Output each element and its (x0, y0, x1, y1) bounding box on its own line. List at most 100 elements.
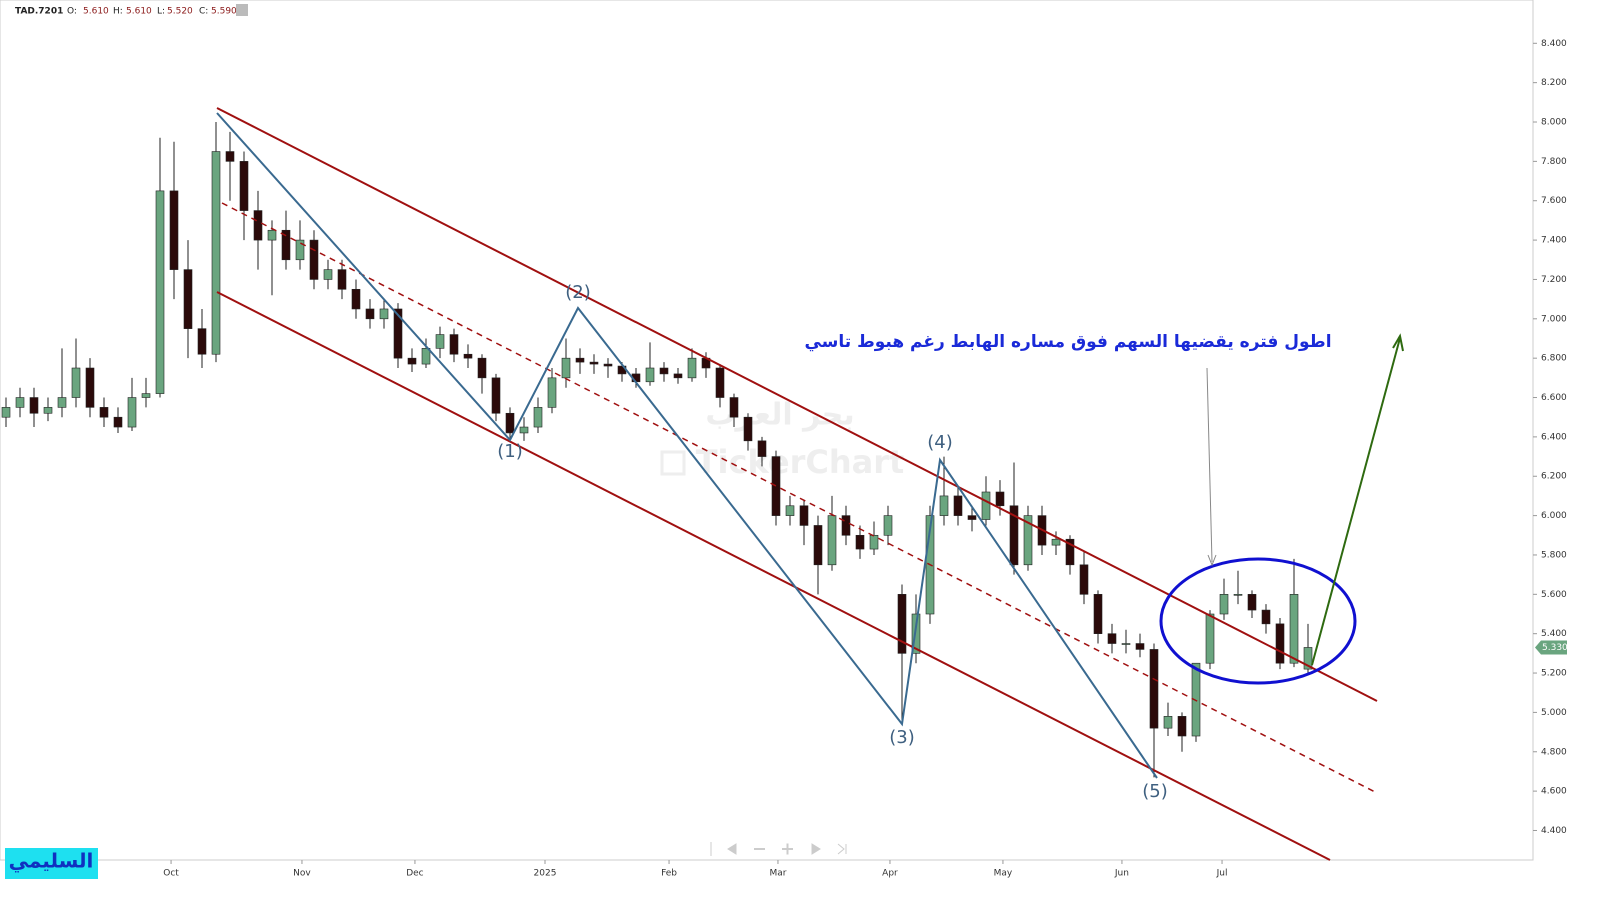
y-tick-label: 4.600 (1541, 787, 1567, 797)
ohlc-value: 5.610 (83, 7, 109, 17)
pointer-arrow (1206, 367, 1213, 563)
x-tick-label: Apr (882, 869, 898, 879)
candle-body (687, 357, 697, 379)
y-tick-label: 6.400 (1541, 432, 1567, 442)
candle-body (71, 367, 81, 398)
candle-body (715, 367, 725, 398)
candle-body (533, 407, 543, 428)
candle-body (1205, 613, 1215, 664)
candle-body (659, 367, 669, 375)
x-tick-label: Feb (661, 869, 677, 879)
candle-body (505, 412, 515, 434)
nav-right[interactable] (811, 843, 821, 855)
target-arrow-head (1392, 333, 1404, 352)
candle-body (1107, 633, 1117, 644)
y-tick-label: 7.600 (1541, 196, 1567, 206)
y-tick-label: 6.600 (1541, 393, 1567, 403)
candle-body (57, 397, 67, 408)
candle-body (407, 357, 417, 365)
candle-body (281, 229, 291, 261)
candle-body (729, 397, 739, 418)
nav-left[interactable] (727, 843, 737, 855)
candle-body (953, 495, 963, 516)
watermark-arabic: بحر العرب (705, 398, 854, 433)
x-tick-label: May (994, 869, 1013, 879)
candle-body (869, 534, 879, 550)
author-badge (5, 848, 98, 879)
candle-body (15, 397, 25, 408)
candle-body (1247, 594, 1257, 611)
nav-end[interactable] (837, 843, 847, 855)
candle-body (1275, 623, 1285, 664)
y-tick-label: 8.400 (1541, 39, 1567, 49)
candle-body (1093, 594, 1103, 634)
x-tick-label: 2025 (534, 869, 557, 879)
candle-body (141, 393, 151, 398)
candle-body (1051, 538, 1061, 546)
candle-body (1163, 716, 1173, 729)
candle-body (169, 190, 179, 270)
candle-body (309, 239, 319, 280)
target-arrow (1311, 337, 1401, 666)
candle-body (771, 456, 781, 516)
candle-body (841, 515, 851, 536)
candle-body (981, 491, 991, 520)
candle-body (393, 308, 403, 359)
channel-lower (216, 291, 1331, 861)
candle-body (239, 161, 249, 211)
candle-body (547, 377, 557, 408)
candle-body (1023, 515, 1033, 566)
candle-body (197, 328, 207, 355)
watermark-icon (660, 450, 686, 476)
y-tick-label: 7.200 (1541, 275, 1567, 285)
more-button[interactable] (236, 4, 248, 16)
candle-body (785, 505, 795, 516)
candle-body (1233, 594, 1243, 596)
y-tick-label: 5.200 (1541, 669, 1567, 679)
wave-label: (4) (927, 432, 953, 453)
ohlc-label: O: (67, 7, 77, 17)
candle-body (1177, 716, 1187, 737)
candle-body (813, 525, 823, 566)
ohlc-label: C: (199, 7, 208, 17)
candle-body (183, 269, 193, 329)
highlight-ellipse (1159, 557, 1357, 685)
candle-body (897, 594, 907, 654)
x-tick-label: Dec (406, 869, 423, 879)
candle-body (757, 440, 767, 457)
candle-body (351, 288, 361, 310)
y-tick-label: 4.800 (1541, 747, 1567, 757)
candle-body (1149, 649, 1159, 729)
y-tick-label: 6.000 (1541, 511, 1567, 521)
last-price-tag (1535, 640, 1567, 655)
y-tick-label: 6.800 (1541, 354, 1567, 364)
candle-body (477, 357, 487, 379)
candle-body (365, 308, 375, 320)
y-tick-label: 6.200 (1541, 472, 1567, 482)
channel-upper (216, 107, 1378, 702)
candle-body (155, 190, 165, 394)
candle-body (575, 357, 585, 363)
candle-body (589, 361, 599, 365)
candle-body (379, 308, 389, 320)
nav-zoom-in[interactable] (782, 843, 793, 855)
candle-body (1079, 564, 1089, 595)
x-tick-label: Nov (293, 869, 311, 879)
candle-body (799, 505, 809, 526)
candle-body (967, 515, 977, 520)
plot-area (0, 0, 1534, 861)
candle-body (1261, 609, 1271, 625)
candle-body (561, 357, 571, 379)
candle-body (295, 239, 305, 261)
candle-body (211, 151, 221, 355)
candle-body (267, 229, 277, 241)
candle-body (491, 377, 501, 414)
candle-body (435, 334, 445, 349)
ohlc-value: 5.590 (211, 7, 237, 17)
candle-body (1191, 662, 1201, 737)
y-tick-label: 7.000 (1541, 314, 1567, 324)
y-tick-label: 5.600 (1541, 590, 1567, 600)
symbol: TAD.7201 (15, 7, 63, 17)
candle-body (1219, 594, 1229, 615)
